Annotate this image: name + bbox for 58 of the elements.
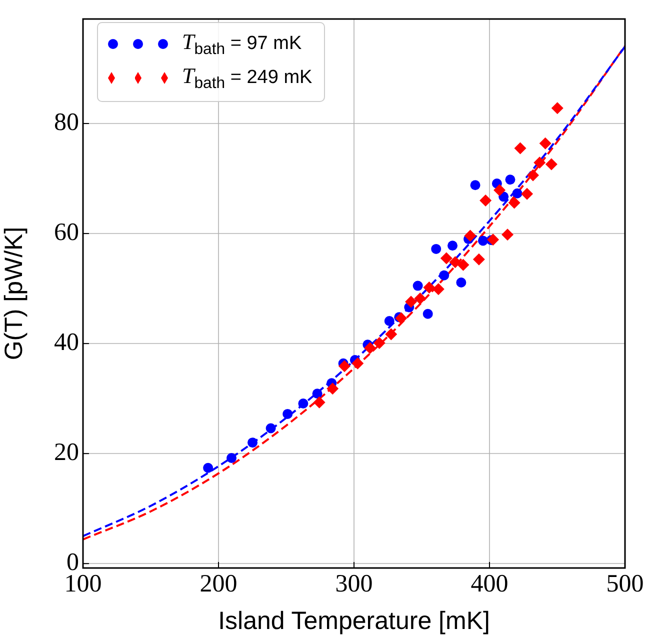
point: [456, 278, 466, 288]
point: [487, 234, 500, 246]
point: [405, 296, 418, 308]
point: [440, 252, 452, 264]
point: [312, 388, 322, 399]
x-tick-label: 300: [335, 570, 373, 598]
point: [508, 196, 520, 209]
y-axis-title: G(T) [pW/K]: [0, 226, 28, 360]
point: [448, 240, 458, 251]
point: [539, 137, 552, 150]
point: [551, 102, 564, 114]
point: [203, 462, 214, 473]
point: [422, 308, 433, 319]
x-tick-label: 200: [200, 570, 238, 598]
point: [282, 408, 293, 419]
point: [457, 258, 470, 271]
point: [505, 174, 516, 185]
point: [266, 423, 276, 434]
point: [464, 230, 476, 242]
y-tick-label: 20: [54, 439, 79, 466]
point: [494, 184, 506, 196]
point: [414, 292, 426, 304]
x-tick-label: 400: [470, 570, 508, 598]
point: [431, 244, 442, 254]
x-tick-label: 500: [606, 570, 644, 598]
legend-label: T$_{bath}$ = 97 mK: [182, 29, 302, 59]
point: [338, 360, 351, 372]
point: [412, 280, 423, 291]
point: [364, 342, 376, 354]
point: [373, 337, 386, 350]
point: [423, 281, 436, 294]
point: [472, 253, 485, 266]
point: [545, 158, 558, 170]
point: [326, 382, 339, 395]
point: [298, 398, 308, 409]
point: [248, 438, 258, 448]
point: [521, 188, 534, 200]
point: [385, 328, 398, 340]
point: [395, 312, 408, 324]
point: [470, 180, 480, 190]
point: [439, 270, 450, 280]
y-tick-label: 60: [54, 219, 79, 246]
point: [514, 142, 526, 154]
point: [480, 194, 492, 207]
point: [352, 357, 364, 370]
x-axis-title: Island Temperature [mK]: [218, 606, 490, 635]
y-tick-label: 80: [54, 109, 79, 136]
point: [449, 256, 462, 268]
point: [313, 396, 326, 408]
point: [512, 188, 522, 198]
legend-label: T$_{bath}$ = 249 mK: [182, 63, 312, 93]
point: [526, 169, 539, 182]
point: [534, 156, 546, 169]
point: [502, 228, 514, 241]
point: [226, 452, 237, 463]
point: [384, 316, 394, 326]
point: [478, 236, 488, 246]
y-tick-label: 40: [54, 329, 79, 356]
